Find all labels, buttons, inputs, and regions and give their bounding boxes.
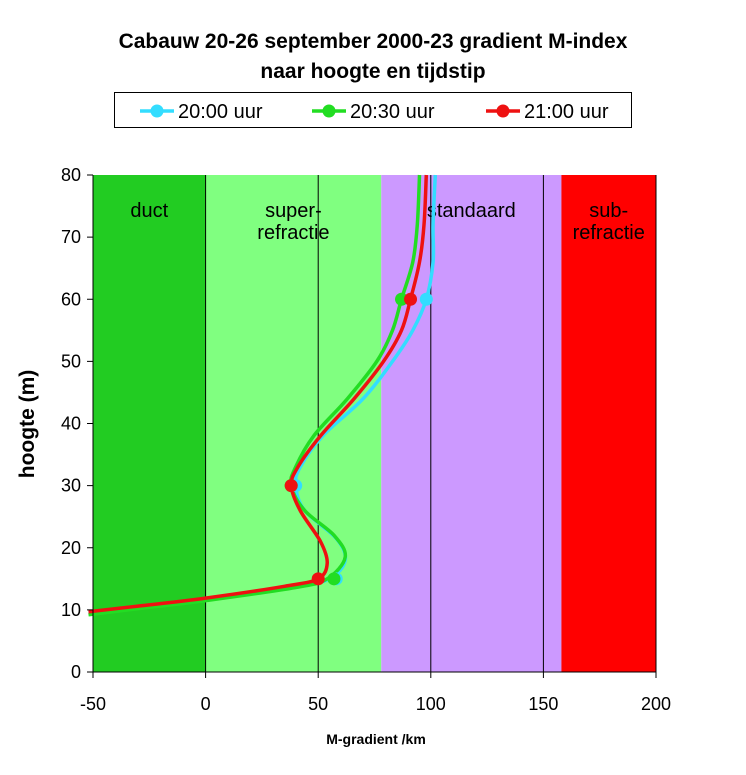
- legend-label-2: 21:00 uur: [524, 101, 609, 123]
- x-tick-label-4: 150: [528, 694, 558, 714]
- zone-2: [381, 175, 562, 672]
- y-tick-label-5: 50: [61, 351, 81, 371]
- series-point-0-2: [419, 292, 433, 306]
- zone-0: [93, 175, 206, 672]
- y-tick-label-0: 0: [71, 662, 81, 682]
- zone-label-1-1: refractie: [257, 222, 329, 244]
- x-tick-label-5: 200: [641, 694, 671, 714]
- series-point-2-1: [284, 479, 298, 493]
- chart-subtitle: naar hoogte en tijdstip: [260, 60, 486, 83]
- zone-label-1-0: super-: [265, 200, 322, 222]
- legend-box: [114, 92, 632, 128]
- y-tick-label-6: 60: [61, 289, 81, 309]
- legend-marker-1: [322, 104, 336, 118]
- legend-label-1: 20:30 uur: [350, 101, 435, 123]
- y-tick-label-3: 30: [61, 476, 81, 496]
- chart-title: Cabauw 20-26 september 2000-23 gradient …: [118, 30, 628, 53]
- zone-label-0-0: duct: [130, 200, 168, 222]
- x-axis-label: M-gradient /km: [326, 731, 426, 747]
- series-point-1-2: [395, 292, 409, 306]
- zone-3: [561, 175, 656, 672]
- y-axis-label: hoogte (m): [16, 370, 39, 478]
- x-tick-label-0: -50: [80, 694, 106, 714]
- zone-label-2-0: standaard: [427, 200, 516, 222]
- series-point-1-0: [327, 572, 341, 586]
- zone-label-3-0: sub-: [589, 200, 628, 222]
- x-tick-label-3: 100: [416, 694, 446, 714]
- x-tick-label-2: 50: [308, 694, 328, 714]
- series-point-2-2: [404, 292, 418, 306]
- legend-label-0: 20:00 uur: [178, 101, 263, 123]
- y-tick-label-7: 70: [61, 227, 81, 247]
- y-tick-label-1: 10: [61, 600, 81, 620]
- legend-marker-2: [496, 104, 510, 118]
- x-tick-label-1: 0: [201, 694, 211, 714]
- y-tick-label-8: 80: [61, 165, 81, 185]
- y-tick-label-2: 20: [61, 538, 81, 558]
- zone-label-3-1: refractie: [573, 222, 645, 244]
- legend-marker-0: [150, 104, 164, 118]
- y-tick-label-4: 40: [61, 414, 81, 434]
- series-point-2-0: [311, 572, 325, 586]
